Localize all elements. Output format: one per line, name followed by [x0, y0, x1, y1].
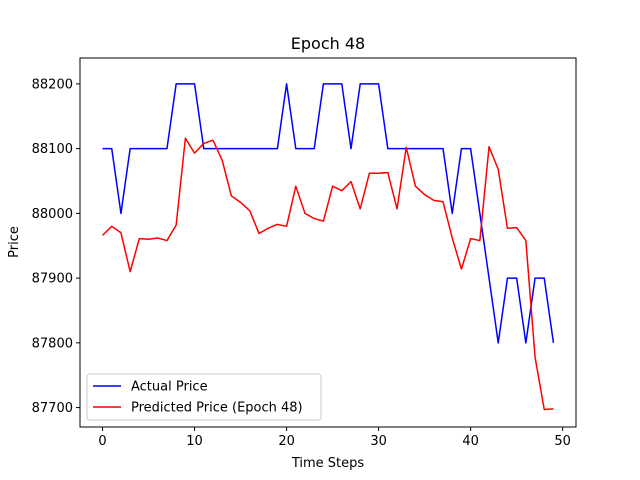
- legend-box: [86, 373, 322, 421]
- y-tick-label: 88100: [32, 142, 73, 157]
- y-tick-label: 87700: [32, 401, 73, 416]
- plot-frame: [79, 57, 577, 428]
- y-tick-label: 88200: [32, 77, 73, 92]
- x-tick-label: 20: [278, 434, 295, 449]
- series-line-0: [102, 83, 555, 344]
- x-axis-ticks: 0 10 20 30 40 50: [98, 427, 571, 449]
- legend-label-1: Predicted Price (Epoch 48): [131, 401, 303, 416]
- y-axis-label: Price: [7, 226, 22, 258]
- plot-lines: [102, 83, 555, 411]
- legend: Actual Price Predicted Price (Epoch 48): [86, 373, 322, 421]
- x-tick-label: 40: [462, 434, 479, 449]
- x-tick-label: 50: [554, 434, 571, 449]
- x-tick-label: 0: [98, 434, 106, 449]
- legend-label-0: Actual Price: [131, 380, 208, 395]
- y-tick-label: 88000: [32, 207, 73, 222]
- x-tick-label: 30: [370, 434, 387, 449]
- series-line-1: [102, 137, 554, 411]
- y-axis-ticks: 87700 87800 87900 88000 88100 88200: [32, 77, 80, 416]
- chart-title: Epoch 48: [291, 34, 365, 53]
- x-axis-label: Time Steps: [291, 456, 365, 471]
- x-tick-label: 10: [186, 434, 203, 449]
- y-tick-label: 87900: [32, 272, 73, 287]
- y-tick-label: 87800: [32, 336, 73, 351]
